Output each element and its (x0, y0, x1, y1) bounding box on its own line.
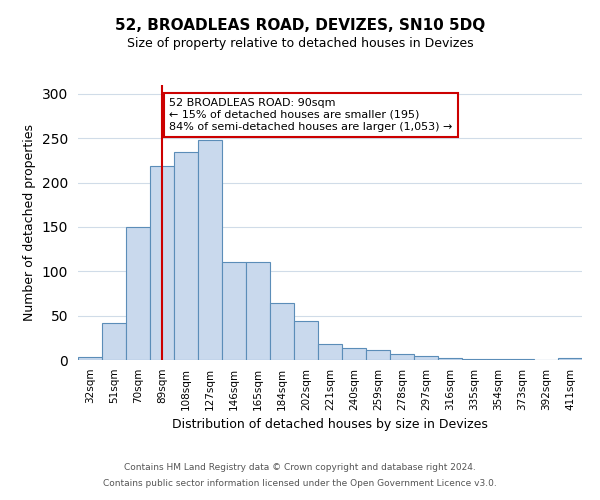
Text: Size of property relative to detached houses in Devizes: Size of property relative to detached ho… (127, 38, 473, 51)
Bar (102, 322, 126, 360)
Bar (414, 356, 438, 360)
Bar (222, 262, 246, 360)
Bar (78, 358, 102, 360)
Bar (390, 354, 414, 360)
Text: 52, BROADLEAS ROAD, DEVIZES, SN10 5DQ: 52, BROADLEAS ROAD, DEVIZES, SN10 5DQ (115, 18, 485, 32)
Bar (342, 348, 366, 360)
Bar (558, 358, 582, 360)
Bar (246, 262, 270, 360)
Bar (126, 227, 150, 360)
Text: 52 BROADLEAS ROAD: 90sqm
← 15% of detached houses are smaller (195)
84% of semi-: 52 BROADLEAS ROAD: 90sqm ← 15% of detach… (169, 98, 452, 132)
Text: Contains HM Land Registry data © Crown copyright and database right 2024.: Contains HM Land Registry data © Crown c… (124, 464, 476, 472)
Bar (462, 359, 486, 360)
X-axis label: Distribution of detached houses by size in Devizes: Distribution of detached houses by size … (172, 418, 488, 431)
Bar (150, 166, 174, 360)
Bar (294, 321, 318, 360)
Bar (510, 359, 534, 360)
Bar (174, 152, 198, 360)
Y-axis label: Number of detached properties: Number of detached properties (23, 124, 37, 321)
Bar (366, 350, 390, 360)
Bar (198, 140, 222, 360)
Text: Contains public sector information licensed under the Open Government Licence v3: Contains public sector information licen… (103, 478, 497, 488)
Bar (486, 359, 510, 360)
Bar (438, 358, 462, 360)
Bar (270, 303, 294, 360)
Bar (318, 344, 342, 360)
